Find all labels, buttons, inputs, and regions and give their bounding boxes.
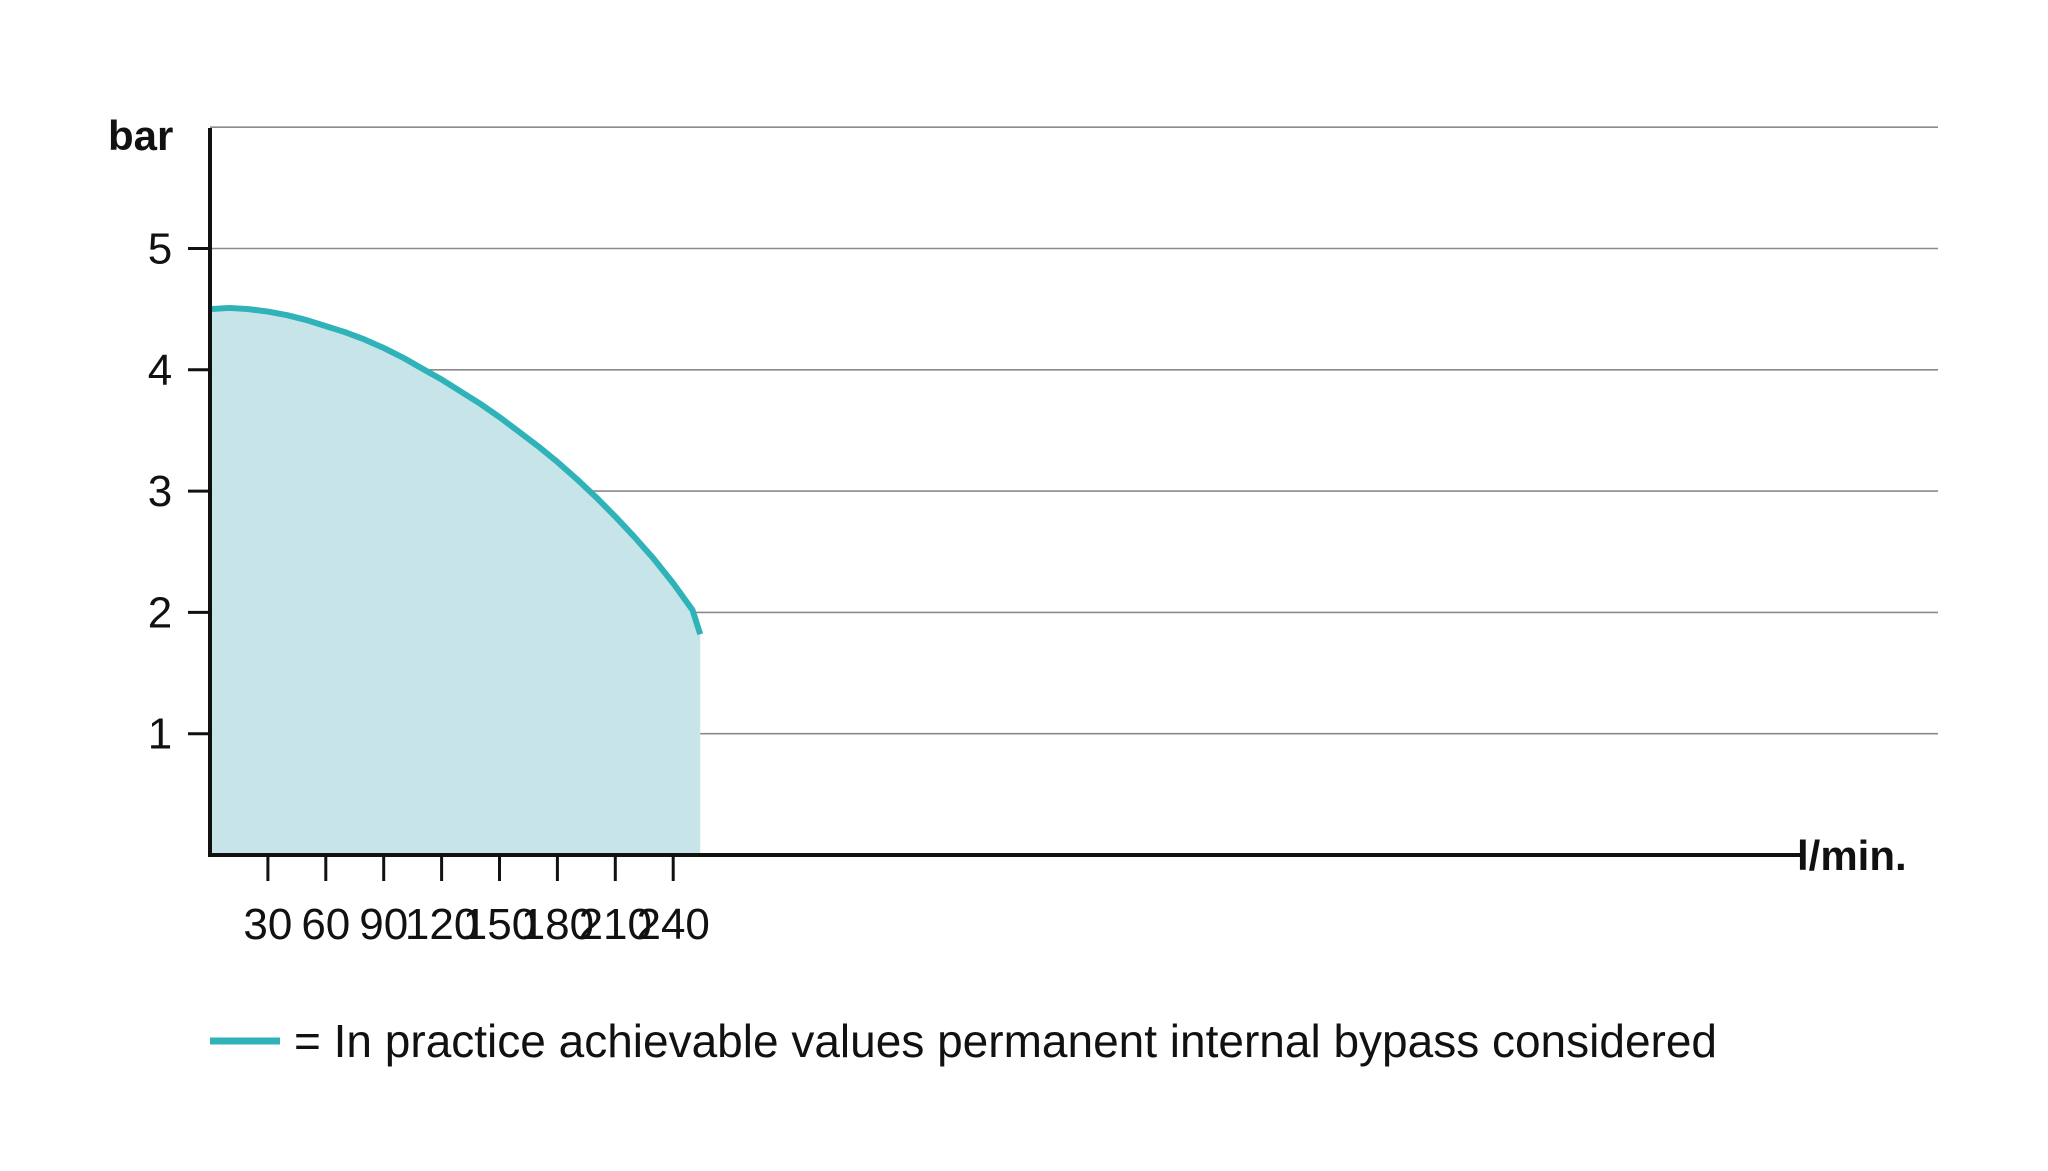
series-line <box>209 304 704 636</box>
y-tick-label-4: 4 <box>148 346 172 395</box>
series-line-layer <box>209 304 704 636</box>
y-tick-label-2: 2 <box>148 588 172 637</box>
area-fill-layer <box>210 307 701 855</box>
x-tick-label-180: 180 <box>521 900 594 949</box>
x-tick-label-240: 240 <box>636 900 709 949</box>
y-tick-label-1: 1 <box>148 710 172 759</box>
series-area-fill <box>210 307 701 855</box>
legend-label: = In practice achievable values permanen… <box>294 1015 1717 1067</box>
x-tick-label-150: 150 <box>463 900 536 949</box>
y-tick-label-3: 3 <box>148 467 172 516</box>
legend: = In practice achievable values permanen… <box>210 1015 1717 1067</box>
y-axis-label: bar <box>108 112 173 159</box>
axes <box>188 128 1805 881</box>
x-tick-label-60: 60 <box>301 900 350 949</box>
y-tick-label-5: 5 <box>148 225 172 274</box>
x-tick-label-210: 210 <box>579 900 652 949</box>
x-tick-label-120: 120 <box>405 900 478 949</box>
x-tick-label-90: 90 <box>359 900 408 949</box>
x-axis-label: l/min. <box>1797 832 1907 879</box>
x-tick-label-30: 30 <box>243 900 292 949</box>
